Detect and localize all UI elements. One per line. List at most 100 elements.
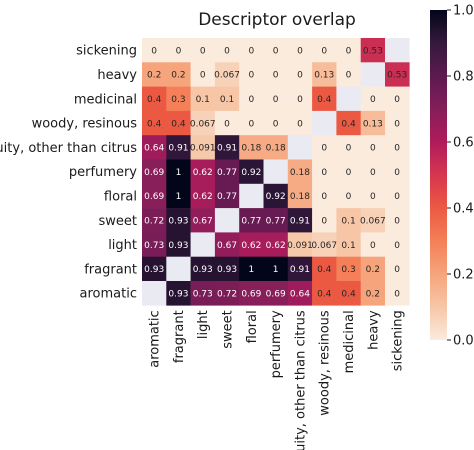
cell-value-label: 0.067	[311, 241, 337, 251]
cell-value-label: 0.1	[341, 216, 355, 226]
heatmap-cell	[214, 110, 240, 136]
cell-value-label: 0.73	[193, 289, 213, 299]
heatmap-cell	[214, 86, 240, 112]
row-tick-label: sickening	[76, 44, 137, 59]
heatmap-cell	[166, 256, 191, 282]
heatmap-cell	[263, 110, 289, 136]
heatmap-cell	[385, 281, 410, 306]
heatmap-cell	[336, 38, 361, 63]
heatmap-cell	[190, 110, 216, 136]
heatmap-cell	[287, 38, 313, 63]
cell-value-label: 0.067	[360, 216, 386, 226]
heatmap-cell	[214, 159, 240, 185]
cell-value-label: 0.13	[363, 119, 383, 129]
cell-value-label: 0	[394, 95, 400, 105]
cell-value-label: 0.69	[266, 289, 286, 299]
cell-value-label: 0	[224, 46, 230, 56]
col-tick-label: medicinal	[342, 310, 357, 373]
cell-value-label: 0.69	[144, 168, 164, 178]
cell-value-label: 0.4	[317, 95, 332, 105]
heatmap-cell	[263, 62, 289, 87]
heatmap-cell	[142, 86, 167, 112]
colorbar-tick-label: 1.0	[453, 4, 474, 19]
chart-title: Descriptor overlap	[198, 10, 356, 30]
cell-value-label: 0	[248, 71, 254, 81]
cell-value-label: 1	[248, 265, 254, 275]
col-tick-label: light	[196, 310, 211, 339]
row-tick-label: sweet	[99, 214, 138, 229]
row-tick-label: aromatic	[80, 287, 137, 302]
heatmap-cell	[360, 86, 386, 112]
heatmap-cell	[360, 232, 386, 257]
heatmap-cell	[360, 135, 386, 160]
heatmap-cell	[312, 256, 337, 282]
cell-value-label: 0.4	[317, 265, 332, 275]
row-tick-label: fruity, other than citrus	[0, 141, 137, 156]
cell-value-label: 0.69	[241, 289, 261, 299]
heatmap-cell	[166, 62, 191, 87]
heatmap-cell	[166, 110, 191, 136]
row-tick-label: fragrant	[84, 262, 137, 277]
cell-value-label: 0.72	[144, 216, 164, 226]
col-tick-label: perfumery	[269, 310, 284, 378]
cell-value-label: 0.2	[366, 265, 380, 275]
heatmap-cell	[360, 208, 386, 233]
heatmap-cell	[312, 232, 337, 257]
heatmap-cell	[142, 110, 167, 136]
cell-value-label: 0	[151, 46, 157, 56]
heatmap-cell	[360, 256, 386, 282]
heatmap-cell	[287, 208, 313, 233]
cell-value-label: 0.93	[168, 289, 188, 299]
colorbar-tick-label: 0.2	[453, 268, 474, 283]
heatmap-cell	[166, 86, 191, 112]
heatmap-cell	[312, 38, 337, 63]
cell-value-label: 0	[394, 119, 400, 129]
cell-value-label: 0.4	[147, 95, 162, 105]
heatmap-cell	[239, 256, 264, 282]
heatmap-cell	[336, 86, 361, 112]
heatmap-cell	[166, 281, 191, 306]
heatmap-cell	[190, 208, 216, 233]
cell-value-label: 0.53	[363, 46, 383, 56]
cell-value-label: 0.18	[290, 168, 310, 178]
heatmap-cell	[385, 62, 410, 87]
cell-value-label: 0.62	[193, 168, 213, 178]
heatmap-cell	[214, 281, 240, 306]
cell-value-label: 0.4	[341, 119, 356, 129]
cell-value-label: 1	[176, 168, 182, 178]
cell-value-label: 0	[394, 265, 400, 275]
cell-value-label: 0	[248, 46, 254, 56]
cell-value-label: 0.18	[290, 192, 310, 202]
heatmap-cell	[360, 183, 386, 209]
heatmap-cell	[142, 183, 167, 209]
heatmap-cell	[336, 208, 361, 233]
heatmap-cell	[239, 159, 264, 185]
cell-value-label: 0	[394, 241, 400, 251]
heatmap-cell	[190, 62, 216, 87]
heatmap-cell	[239, 183, 264, 209]
cell-value-label: 0.1	[220, 95, 234, 105]
cell-value-label: 0	[297, 95, 303, 105]
heatmap-cell	[263, 232, 289, 257]
heatmap-cell	[190, 38, 216, 63]
cell-value-label: 1	[273, 265, 279, 275]
cell-value-label: 0	[224, 119, 230, 129]
cell-value-label: 0	[200, 71, 206, 81]
heatmap-cell	[312, 281, 337, 306]
heatmap-cell	[385, 86, 410, 112]
cell-value-label: 0	[321, 192, 327, 202]
cell-value-label: 0.67	[217, 241, 237, 251]
heatmap-cell	[263, 208, 289, 233]
cell-value-label: 0	[370, 192, 376, 202]
heatmap-cell	[263, 256, 289, 282]
heatmap-cell	[190, 232, 216, 257]
heatmap-cell	[287, 256, 313, 282]
heatmap-cell	[166, 135, 191, 160]
cell-value-label: 0.91	[290, 265, 310, 275]
cell-value-label: 0	[321, 168, 327, 178]
cell-value-label: 0.92	[266, 192, 286, 202]
heatmap-cell	[312, 86, 337, 112]
cell-value-label: 0	[297, 71, 303, 81]
heatmap-cell	[190, 159, 216, 185]
